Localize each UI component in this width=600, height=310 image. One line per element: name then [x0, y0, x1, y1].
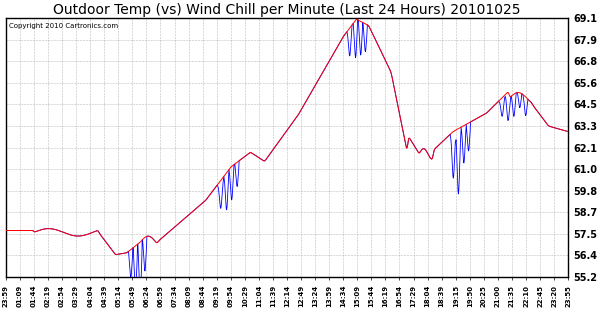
Title: Outdoor Temp (vs) Wind Chill per Minute (Last 24 Hours) 20101025: Outdoor Temp (vs) Wind Chill per Minute …: [53, 3, 521, 17]
Text: Copyright 2010 Cartronics.com: Copyright 2010 Cartronics.com: [8, 23, 118, 29]
